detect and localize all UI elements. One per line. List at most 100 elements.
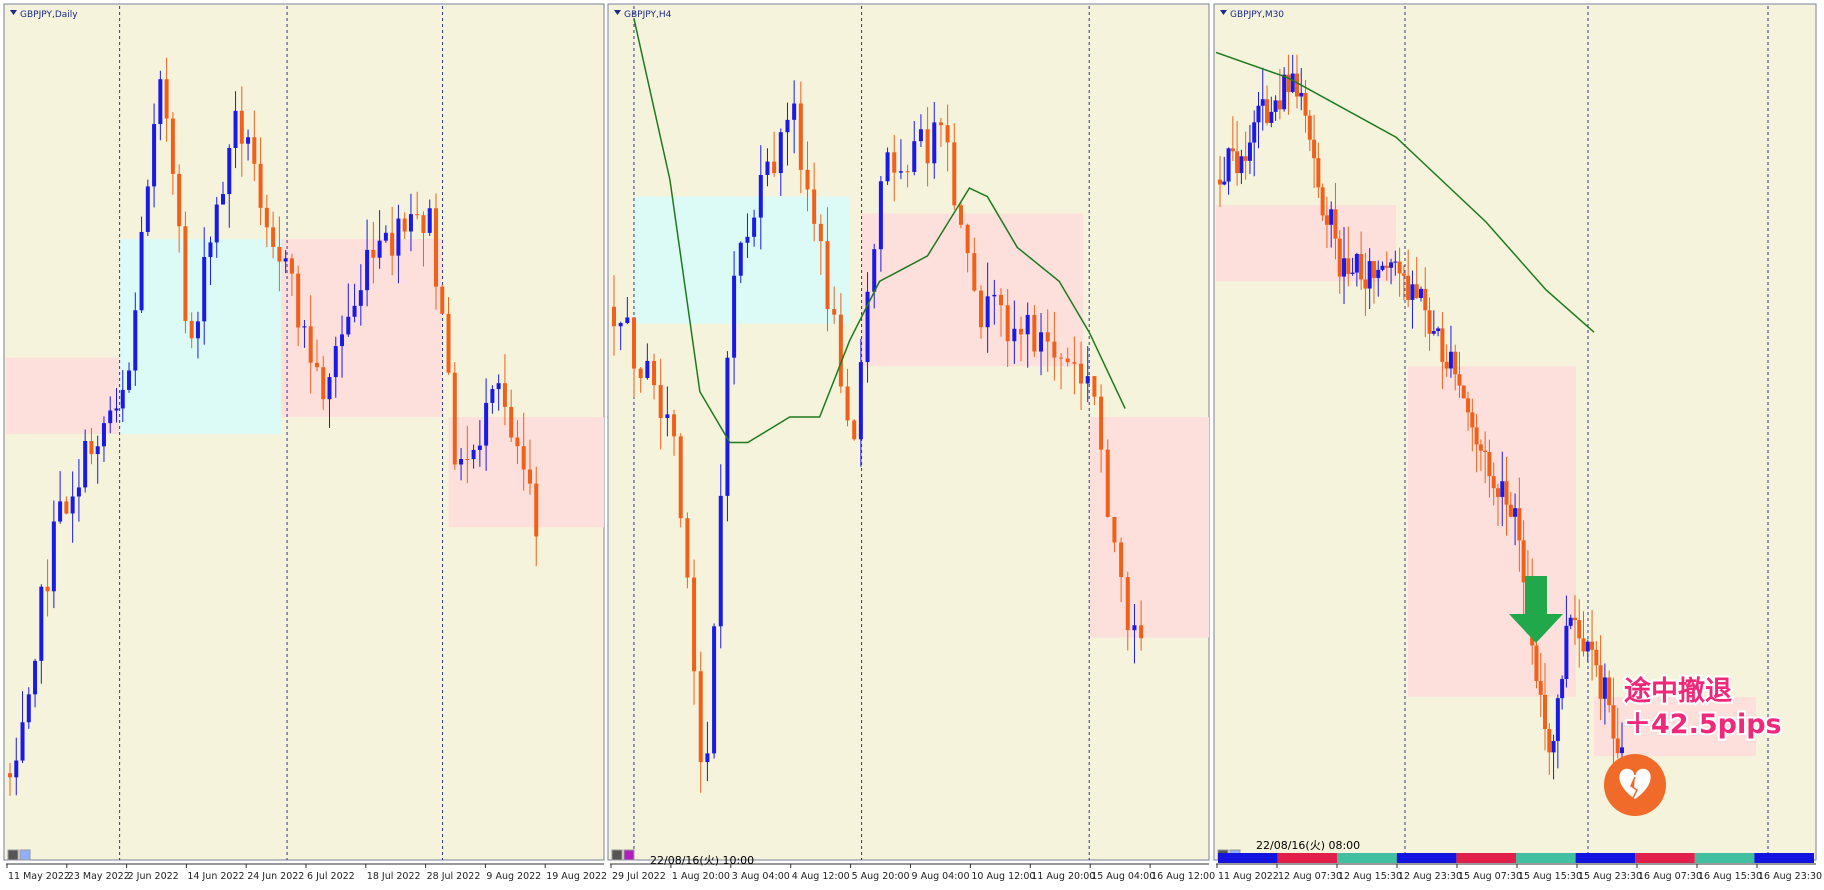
session-strip xyxy=(1516,853,1576,863)
chart-title: GBPJPY,H4 xyxy=(624,10,672,20)
candle-body xyxy=(502,383,507,407)
candle-body xyxy=(1504,481,1509,505)
candle-body xyxy=(1290,73,1295,92)
candle-body xyxy=(805,169,810,190)
chart-title: GBPJPY,Daily xyxy=(20,10,78,20)
x-tick-label: 16 Aug 07:30 xyxy=(1638,871,1702,882)
x-tick-label: 12 Aug 15:30 xyxy=(1338,871,1402,882)
x-tick-label: 3 Aug 04:00 xyxy=(732,871,790,882)
candle-body xyxy=(195,321,200,339)
candle-body xyxy=(618,323,623,327)
candle-body xyxy=(101,423,106,447)
session-strip xyxy=(1456,853,1516,863)
candle-body xyxy=(308,326,313,363)
candle-body xyxy=(765,161,770,175)
candle-body xyxy=(1099,396,1104,450)
candle-body xyxy=(509,406,514,438)
candle-body xyxy=(1371,261,1376,278)
candle-body xyxy=(1277,100,1282,110)
x-tick-label: 23 May 2022 xyxy=(68,871,130,882)
candle-body xyxy=(1329,209,1334,225)
candle-body xyxy=(271,227,276,247)
candle-body xyxy=(905,171,910,173)
candle-body xyxy=(89,440,94,455)
session-strip xyxy=(1694,853,1755,863)
candle-body xyxy=(972,253,977,291)
session-strip xyxy=(1277,853,1338,863)
candle-body xyxy=(698,671,703,763)
candle-body xyxy=(878,181,883,250)
x-tick-label: 12 Aug 07:30 xyxy=(1278,871,1342,882)
heart-shape xyxy=(1617,767,1653,801)
candle-body xyxy=(1427,310,1432,334)
candle-body xyxy=(152,124,157,187)
candle-body xyxy=(133,310,138,371)
title-arrow xyxy=(614,10,621,15)
candle-body xyxy=(1538,681,1543,695)
zone xyxy=(1408,366,1576,697)
candle-body xyxy=(938,122,943,126)
candle-body xyxy=(283,258,288,262)
candle-body xyxy=(1414,284,1419,298)
candle-body xyxy=(1139,625,1144,639)
candle-body xyxy=(632,317,637,369)
candle-body xyxy=(1611,705,1616,739)
x-tick-label: 11 Aug 20:00 xyxy=(1031,871,1095,882)
candle-body xyxy=(1032,314,1037,352)
candle-body xyxy=(289,258,294,274)
x-tick-label: 29 Jul 2022 xyxy=(612,871,666,882)
candle-body xyxy=(1324,215,1329,225)
candle-body xyxy=(1380,265,1385,270)
zone xyxy=(1594,696,1756,757)
candle-body xyxy=(1273,100,1278,112)
candle-body xyxy=(202,257,207,322)
candle-body xyxy=(1316,158,1321,188)
candle-body xyxy=(264,207,269,228)
candle-body xyxy=(652,360,657,386)
candle-body xyxy=(625,317,630,324)
candle-body xyxy=(521,446,526,470)
candle-body xyxy=(26,694,31,723)
candle-body xyxy=(1393,261,1398,263)
candle-body xyxy=(1466,398,1471,413)
candle-body xyxy=(725,357,730,496)
session-strip xyxy=(1575,853,1636,863)
candle-body xyxy=(852,420,857,440)
moving-average xyxy=(1215,51,1595,333)
candle-body xyxy=(352,305,357,317)
candle-body xyxy=(1265,99,1270,123)
candle-body xyxy=(1401,273,1406,276)
candle-body xyxy=(1269,111,1274,123)
candle-body xyxy=(665,414,670,418)
candle-body xyxy=(58,501,63,522)
candle-body xyxy=(932,122,937,164)
candle-body xyxy=(1543,694,1548,730)
candle-body xyxy=(490,389,495,403)
x-tick-label: 15 Aug 23:30 xyxy=(1578,871,1642,882)
candle-body xyxy=(772,161,777,174)
candle-body xyxy=(1615,738,1620,754)
candle-body xyxy=(1085,376,1090,384)
candle-body xyxy=(1513,508,1518,517)
candle-body xyxy=(945,125,950,143)
x-tick-label: 15 Aug 07:30 xyxy=(1458,871,1522,882)
candle-body xyxy=(1072,362,1077,364)
candle-body xyxy=(912,141,917,172)
candle-body xyxy=(183,226,188,321)
candle-body xyxy=(918,129,923,142)
toolbar-icon xyxy=(611,849,623,861)
candle-body xyxy=(1346,258,1351,274)
candle-body xyxy=(365,249,370,291)
candle-body xyxy=(20,722,25,761)
x-tick-label: 10 Aug 12:00 xyxy=(971,871,1035,882)
candle-body xyxy=(712,626,717,754)
candle-body xyxy=(1457,374,1462,386)
candle-body xyxy=(1423,288,1428,311)
candle-body xyxy=(1294,73,1299,97)
candle-body xyxy=(434,208,439,287)
candle-body xyxy=(1483,450,1488,453)
candle-body xyxy=(1495,488,1500,497)
candle-body xyxy=(1500,481,1505,497)
toolbar-icon xyxy=(623,849,635,861)
